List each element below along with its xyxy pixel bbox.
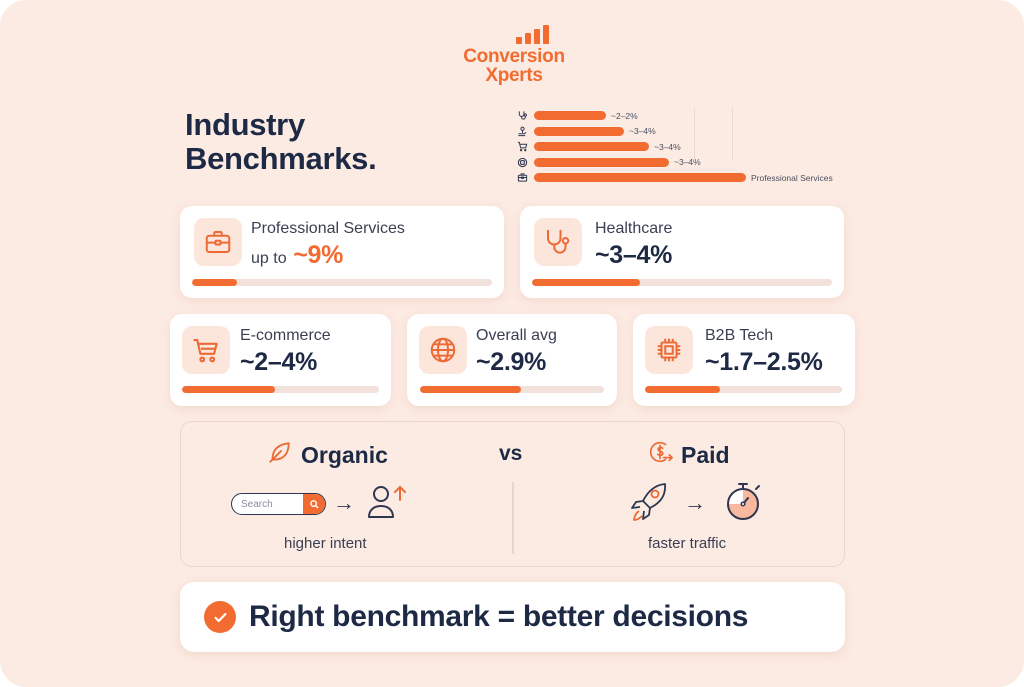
mini-chart-row: ~2–2% xyxy=(515,108,855,124)
search-input-illustration: Search xyxy=(231,493,326,515)
brand-name-line2: Xperts xyxy=(485,65,543,86)
progress-fill xyxy=(532,279,640,286)
card-label: Professional Services xyxy=(251,220,405,237)
grid-line xyxy=(694,108,695,160)
progress-fill xyxy=(645,386,720,393)
leaf-icon xyxy=(267,439,293,471)
benchmark-card-overall-avg: Overall avg ~2.9% xyxy=(407,314,617,406)
progress-track xyxy=(645,386,842,393)
rocket-icon xyxy=(627,480,671,529)
search-icon xyxy=(303,494,325,514)
progress-fill xyxy=(182,386,275,393)
check-circle-icon xyxy=(204,601,236,633)
mini-bar xyxy=(534,173,746,183)
arrow-right-icon: → xyxy=(333,490,355,515)
conclusion-text: Right benchmark = better decisions xyxy=(249,600,749,633)
grid-line xyxy=(732,108,733,160)
card-label: Healthcare xyxy=(595,220,673,237)
hand-coin-icon xyxy=(515,125,529,137)
progress-track xyxy=(182,386,379,393)
mini-bar-label: Professional Services xyxy=(751,172,833,183)
card-value: ~3–4% xyxy=(595,241,673,269)
organic-vs-paid-panel: Organic vs Search → higher intent Paid xyxy=(180,421,845,567)
conclusion-banner: Right benchmark = better decisions xyxy=(180,582,845,652)
mini-chart-row: ~3–4% xyxy=(515,139,855,155)
title-line1: Industry xyxy=(185,107,305,142)
card-value: ~2.9% xyxy=(476,348,547,376)
search-placeholder: Search xyxy=(241,498,273,510)
organic-title: Organic xyxy=(301,441,388,468)
briefcase-icon xyxy=(194,218,242,266)
organic-caption: higher intent xyxy=(284,535,367,552)
mini-chart-row: ~3–4% xyxy=(515,155,855,171)
logo-bars-icon xyxy=(452,22,576,44)
stethoscope-icon xyxy=(534,218,582,266)
benchmark-card-b2b-tech: B2B Tech ~1.7–2.5% xyxy=(633,314,855,406)
paid-caption: faster traffic xyxy=(648,535,727,552)
benchmark-card-healthcare: Healthcare ~3–4% xyxy=(520,206,844,298)
progress-track xyxy=(532,279,832,286)
chip-icon xyxy=(515,156,529,168)
briefcase-icon xyxy=(515,172,529,184)
benchmark-card-ecommerce: E-commerce ~2–4% xyxy=(170,314,391,406)
mini-bar-label: ~2–2% xyxy=(611,110,638,121)
mini-bar-label: ~3–4% xyxy=(654,141,681,152)
arrow-right-icon: → xyxy=(684,490,706,515)
mini-bar xyxy=(534,142,649,152)
mini-chart-row: ~3–4% xyxy=(515,124,855,140)
mini-bar-label: ~3–4% xyxy=(629,126,656,137)
title-line2: Benchmarks. xyxy=(185,141,377,176)
dollar-arrow-icon xyxy=(647,439,674,471)
divider xyxy=(512,482,514,554)
organic-heading: Organic xyxy=(267,439,388,471)
card-value: up to ~9% xyxy=(251,241,343,270)
vs-label: vs xyxy=(499,442,523,465)
mini-bar xyxy=(534,126,624,136)
progress-fill xyxy=(192,279,237,286)
mini-bar xyxy=(534,157,669,167)
cart-icon xyxy=(182,326,230,374)
card-label: Overall avg xyxy=(476,327,557,344)
paid-heading: Paid xyxy=(647,439,730,471)
chip-icon xyxy=(645,326,693,374)
mini-bar-chart: ~2–2% ~3–4% ~3–4% ~3–4% xyxy=(515,108,855,186)
card-value: ~1.7–2.5% xyxy=(705,348,823,376)
card-value-number: ~9% xyxy=(293,241,344,269)
mini-bar-label: ~3–4% xyxy=(674,157,701,168)
mini-chart-row: Professional Services xyxy=(515,170,855,186)
stethoscope-icon xyxy=(515,110,529,122)
progress-track xyxy=(420,386,604,393)
card-value-prefix: up to xyxy=(251,250,287,267)
page-title: Industry Benchmarks. xyxy=(185,107,377,176)
progress-fill xyxy=(420,386,522,393)
card-label: E-commerce xyxy=(240,327,331,344)
benchmark-card-professional-services: Professional Services up to ~9% xyxy=(180,206,504,298)
card-label: B2B Tech xyxy=(705,327,774,344)
progress-track xyxy=(192,279,492,286)
brand-logo: Conversion Xperts xyxy=(452,22,576,85)
cart-icon xyxy=(515,141,529,153)
stopwatch-icon xyxy=(722,480,766,529)
globe-icon xyxy=(419,326,467,374)
card-value: ~2–4% xyxy=(240,348,318,376)
paid-title: Paid xyxy=(681,441,730,468)
user-up-icon xyxy=(367,484,411,525)
brand-name-line1: Conversion xyxy=(463,46,565,67)
mini-bar xyxy=(534,111,606,121)
